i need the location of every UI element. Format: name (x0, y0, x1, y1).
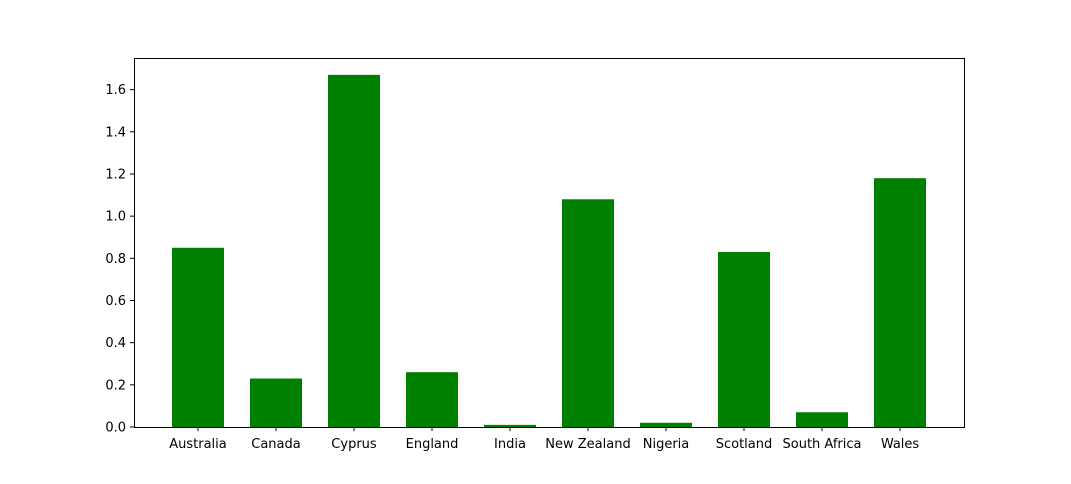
y-tick-label: 0.4 (105, 336, 126, 351)
x-tick-label: Australia (169, 437, 227, 452)
bar-south-africa (796, 412, 848, 427)
x-tick-label: South Africa (783, 437, 862, 452)
y-tick-label: 0.6 (105, 294, 126, 309)
bar-scotland (718, 251, 770, 427)
bar-australia (172, 247, 224, 427)
x-tick-label: Cyprus (331, 437, 377, 452)
y-tick-label: 1.4 (105, 125, 126, 140)
plot-frame (134, 58, 965, 428)
x-tick-label: England (406, 437, 459, 452)
bar-wales (874, 178, 926, 427)
x-tick-label: Scotland (716, 437, 773, 452)
x-tick-label: India (494, 437, 526, 452)
bar-india (484, 424, 536, 427)
y-tick-label: 0.8 (105, 252, 126, 267)
x-tick-label: Nigeria (643, 437, 690, 452)
x-tick-label: Canada (251, 437, 300, 452)
y-tick-label: 0.2 (105, 378, 126, 393)
y-tick-label: 0.0 (105, 421, 126, 436)
x-tick-label: New Zealand (545, 437, 630, 452)
y-tick-label: 1.2 (105, 167, 126, 182)
x-tick-label: Wales (881, 437, 920, 452)
bar-cyprus (328, 74, 380, 428)
y-tick-label: 1.0 (105, 210, 126, 225)
bar-new-zealand (562, 199, 614, 427)
bar-canada (250, 378, 302, 427)
bar-nigeria (640, 422, 692, 427)
bar-england (406, 372, 458, 427)
y-tick-label: 1.6 (105, 83, 126, 98)
